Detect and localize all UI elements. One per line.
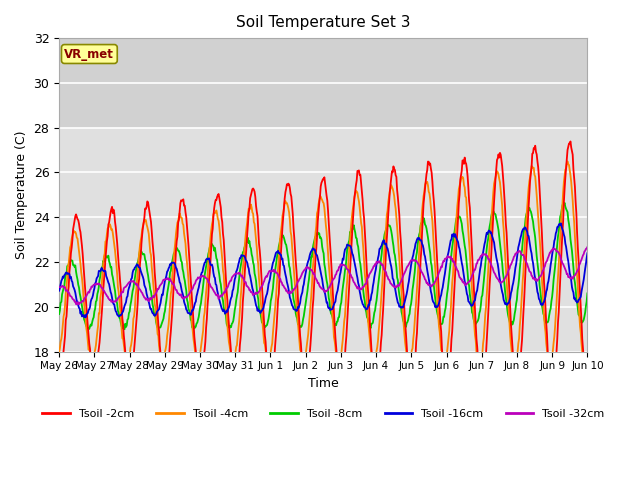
Text: VR_met: VR_met [65,48,115,60]
Y-axis label: Soil Temperature (C): Soil Temperature (C) [15,131,28,259]
Legend: Tsoil -2cm, Tsoil -4cm, Tsoil -8cm, Tsoil -16cm, Tsoil -32cm: Tsoil -2cm, Tsoil -4cm, Tsoil -8cm, Tsoi… [38,404,609,423]
X-axis label: Time: Time [308,377,339,390]
Bar [59,38,588,128]
Title: Soil Temperature Set 3: Soil Temperature Set 3 [236,15,410,30]
